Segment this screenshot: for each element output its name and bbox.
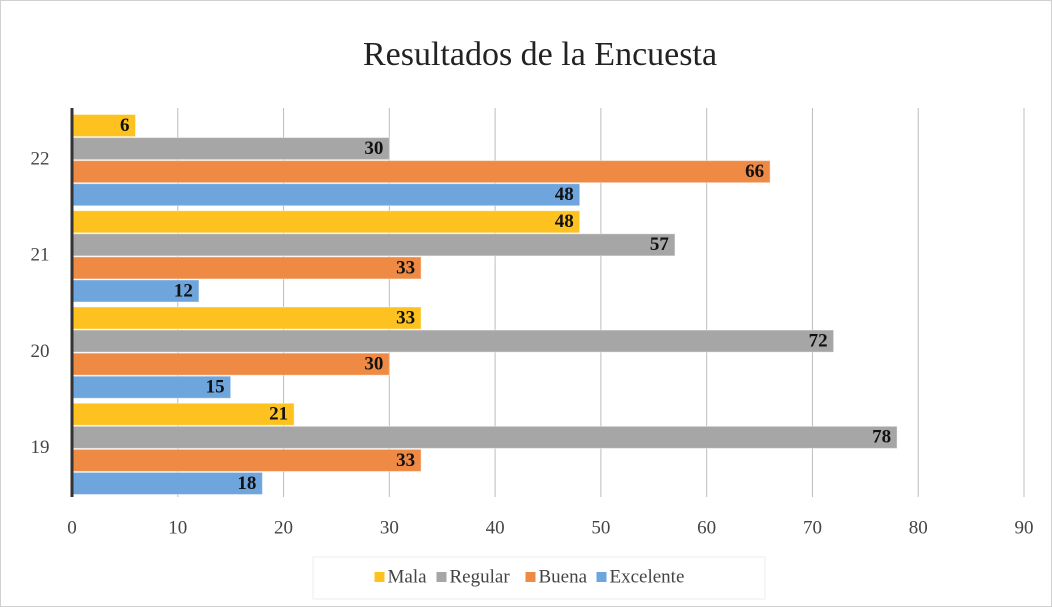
value-label: 78 [872, 427, 891, 448]
legend-swatch [596, 572, 607, 582]
x-tick-label: 50 [591, 517, 610, 538]
bar [71, 352, 390, 376]
bar [71, 425, 898, 449]
y-tick-label: 22 [31, 148, 50, 169]
chart-title: Resultados de la Encuesta [363, 36, 717, 73]
bar [71, 210, 581, 234]
value-label: 33 [396, 450, 415, 471]
bar [71, 329, 835, 353]
value-label: 21 [269, 404, 288, 425]
legend-label: Buena [539, 566, 588, 587]
value-label: 30 [364, 138, 383, 159]
value-label: 66 [745, 161, 764, 182]
legend-swatch [374, 572, 385, 582]
bar [71, 183, 581, 207]
x-tick-label: 10 [168, 517, 187, 538]
x-tick-label: 30 [380, 517, 399, 538]
y-tick-label: 21 [31, 245, 50, 266]
y-tick-label: 19 [31, 437, 50, 458]
bar [71, 160, 771, 184]
bar [71, 256, 422, 280]
x-tick-label: 0 [67, 517, 77, 538]
legend-label: Mala [388, 566, 428, 587]
bar [71, 233, 676, 257]
legend-swatch [436, 572, 447, 582]
value-label: 72 [809, 330, 828, 351]
value-label: 33 [396, 257, 415, 278]
value-label: 18 [237, 473, 256, 494]
value-label: 33 [396, 307, 415, 328]
value-label: 30 [364, 354, 383, 375]
x-tick-label: 20 [274, 517, 293, 538]
value-label: 57 [650, 234, 670, 255]
legend-label: Excelente [610, 566, 685, 587]
value-label: 6 [120, 115, 130, 136]
legend-swatch [525, 572, 536, 582]
x-tick-label: 40 [486, 517, 505, 538]
bar [71, 402, 295, 426]
value-label: 15 [206, 377, 225, 398]
y-tick-label: 20 [31, 341, 50, 362]
value-label: 12 [174, 280, 193, 301]
value-label: 48 [555, 211, 574, 232]
bar [71, 306, 422, 330]
bar [71, 137, 390, 161]
bar [71, 471, 263, 495]
bar [71, 448, 422, 472]
legend-box [312, 556, 766, 600]
x-tick-label: 80 [909, 517, 928, 538]
x-tick-label: 90 [1015, 517, 1034, 538]
x-tick-label: 70 [803, 517, 822, 538]
x-tick-label: 60 [697, 517, 716, 538]
value-label: 48 [555, 184, 574, 205]
legend-label: Regular [450, 566, 511, 587]
